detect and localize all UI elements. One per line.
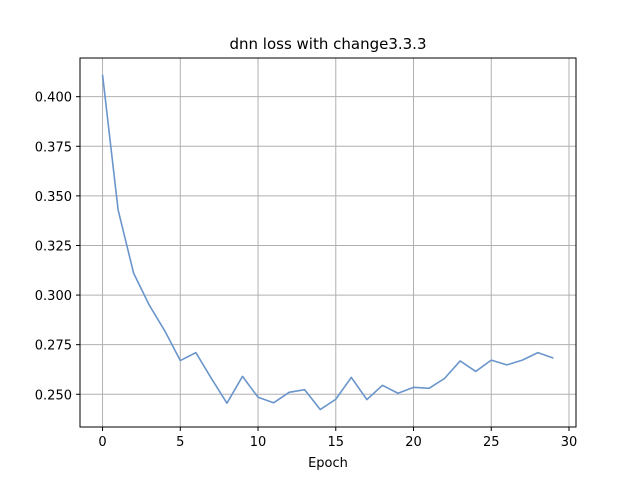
loss-data-point xyxy=(179,360,181,362)
grid-lines xyxy=(80,58,576,427)
loss-data-point xyxy=(522,359,524,361)
loss-data-point xyxy=(444,378,446,380)
x-tick-label: 5 xyxy=(176,435,184,450)
loss-data-point xyxy=(148,304,150,306)
series-lines xyxy=(101,74,555,411)
loss-data-point xyxy=(117,209,119,211)
chart-title: dnn loss with change3.3.3 xyxy=(229,35,426,53)
loss-data-point xyxy=(242,376,244,378)
x-tick-label: 15 xyxy=(328,435,345,450)
loss-data-point xyxy=(475,371,477,373)
x-axis: 0 5 10 15 20 25 30 xyxy=(98,427,577,450)
loss-data-point xyxy=(382,385,384,387)
x-tick-label: 20 xyxy=(405,435,422,450)
loss-data-point xyxy=(553,357,555,359)
x-axis-label: Epoch xyxy=(308,456,348,471)
loss-data-point xyxy=(366,399,368,401)
x-tick-label: 30 xyxy=(561,435,578,450)
y-axis: 0.250 0.275 0.300 0.325 0.350 0.375 0.400 xyxy=(35,91,80,403)
y-tick-label: 0.275 xyxy=(35,339,72,354)
loss-data-point xyxy=(288,391,290,393)
loss-data-point xyxy=(195,352,197,354)
y-tick-label: 0.300 xyxy=(35,289,72,304)
loss-series-line xyxy=(101,74,554,411)
loss-data-point xyxy=(164,330,166,332)
loss-data-point xyxy=(226,402,228,404)
loss-data-point xyxy=(459,360,461,362)
loss-data-point xyxy=(335,398,337,400)
loss-data-point xyxy=(211,378,213,380)
loss-data-point xyxy=(133,272,135,274)
loss-data-point xyxy=(351,377,353,379)
x-tick-label: 10 xyxy=(250,435,267,450)
y-tick-label: 0.325 xyxy=(35,239,72,254)
loss-data-point xyxy=(506,364,508,366)
x-tick-label: 0 xyxy=(98,435,106,450)
loss-data-point xyxy=(319,409,321,411)
loss-data-point xyxy=(273,402,275,404)
loss-data-point xyxy=(537,352,539,354)
loss-data-point xyxy=(102,74,104,76)
loss-data-point xyxy=(413,387,415,389)
x-tick-label: 25 xyxy=(483,435,500,450)
loss-data-point xyxy=(304,389,306,391)
loss-data-point xyxy=(257,396,259,398)
plot-area-frame xyxy=(79,57,577,428)
loss-data-point xyxy=(428,388,430,390)
loss-data-point xyxy=(490,359,492,361)
y-tick-label: 0.250 xyxy=(35,388,72,403)
y-tick-label: 0.350 xyxy=(35,190,72,205)
loss-data-point xyxy=(397,392,399,394)
y-tick-label: 0.400 xyxy=(35,91,72,106)
y-tick-label: 0.375 xyxy=(35,140,72,155)
